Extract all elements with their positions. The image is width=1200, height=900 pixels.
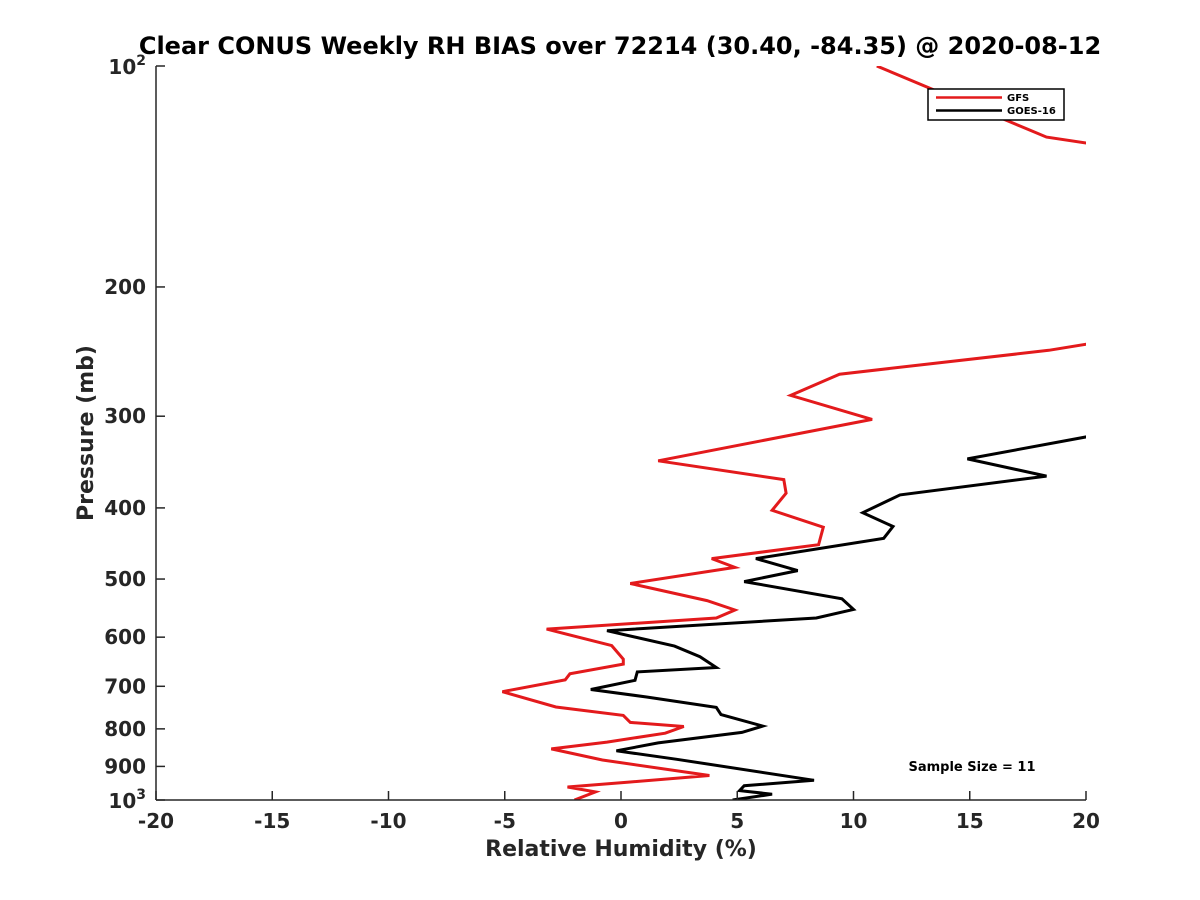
y-tick-label: 700 bbox=[104, 674, 146, 698]
y-tick-label: 900 bbox=[104, 754, 146, 778]
series-line-goes16 bbox=[590, 435, 1086, 800]
x-tick-label: -5 bbox=[494, 809, 516, 833]
y-tick-label: 500 bbox=[104, 567, 146, 591]
plot-area: -20 -15 -10 -5 0 5 10 15 20 200 300 400 500 600 700 80… bbox=[104, 65, 1100, 833]
y-tick-label: 300 bbox=[104, 404, 146, 428]
y-ticks: 200 300 400 500 600 700 800 900 bbox=[104, 65, 165, 801]
y-axis-label: Pressure (mb) bbox=[74, 345, 99, 521]
y-tick-top-base: 10 bbox=[108, 55, 136, 79]
legend-label-goes16: GOES-16 bbox=[1007, 106, 1056, 117]
x-tick-label: 5 bbox=[730, 809, 744, 833]
y-tick-label-bottom: 103 bbox=[108, 787, 146, 813]
x-tick-label: -15 bbox=[254, 809, 290, 833]
x-tick-label: 10 bbox=[840, 809, 868, 833]
legend-box bbox=[927, 88, 1065, 121]
x-tick-label: -10 bbox=[370, 809, 406, 833]
x-tick-label: 0 bbox=[614, 809, 628, 833]
legend-label-gfs: GFS bbox=[1007, 93, 1029, 104]
x-ticks: -20 -15 -10 -5 0 5 10 15 20 bbox=[138, 791, 1100, 833]
x-tick-label: -20 bbox=[138, 809, 174, 833]
y-tick-top-exponent: 2 bbox=[136, 53, 146, 69]
y-tick-label: 400 bbox=[104, 496, 146, 520]
series-line-gfs bbox=[501, 66, 1086, 800]
series-layer bbox=[501, 66, 1086, 800]
x-tick-label: 20 bbox=[1072, 809, 1100, 833]
y-tick-label: 800 bbox=[104, 717, 146, 741]
y-tick-label: 200 bbox=[104, 275, 146, 299]
y-tick-bottom-base: 10 bbox=[108, 789, 136, 813]
y-tick-bottom-exponent: 3 bbox=[136, 787, 146, 803]
sample-size-annotation: Sample Size = 11 bbox=[908, 760, 1035, 775]
y-tick-label-top: 102 bbox=[108, 53, 146, 79]
chart-title: Clear CONUS Weekly RH BIAS over 72214 (3… bbox=[139, 32, 1101, 60]
x-tick-label: 15 bbox=[956, 809, 984, 833]
y-tick-label: 600 bbox=[104, 625, 146, 649]
legend: GFS GOES-16 bbox=[927, 88, 1065, 121]
x-axis-label: Relative Humidity (%) bbox=[485, 837, 757, 862]
